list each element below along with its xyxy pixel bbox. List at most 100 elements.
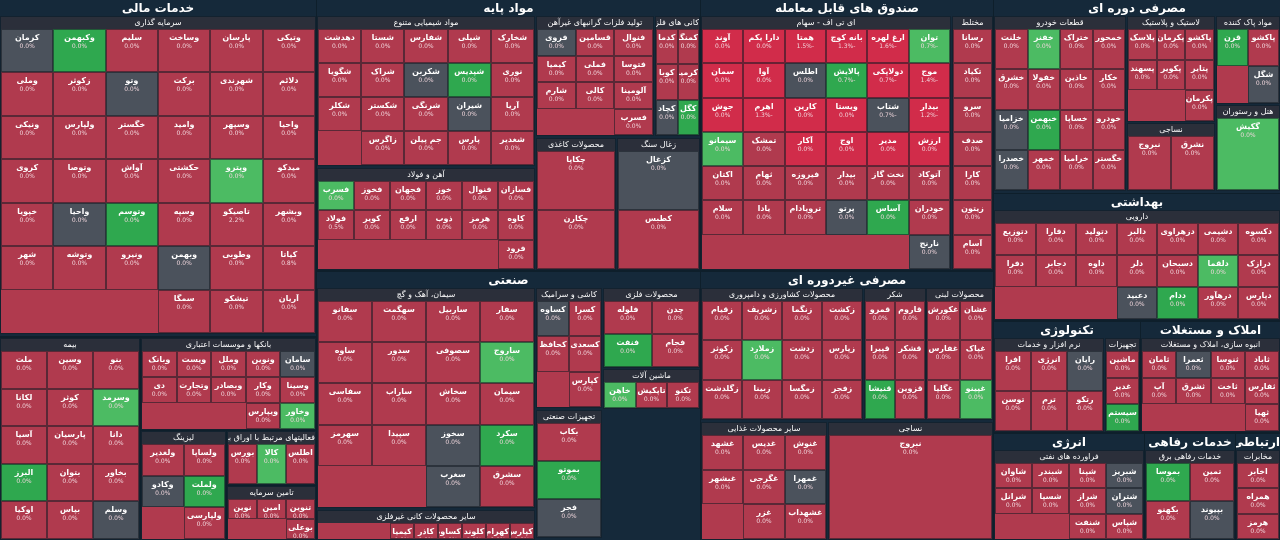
stock-tile[interactable]: کویر 0.0% [354,210,390,240]
stock-tile[interactable]: ددام 0.0% [1157,287,1198,319]
stock-tile[interactable]: وملی 0.0% [1,72,54,116]
stock-tile[interactable]: چدن 0.0% [651,301,699,334]
stock-tile[interactable]: سلیم 0.0% [105,29,158,73]
stock-tile[interactable]: شسپا 0.0% [1032,488,1069,514]
stock-tile[interactable]: غشهداب 0.0% [784,504,826,539]
stock-tile[interactable]: ساراب 0.0% [372,383,426,425]
stock-tile[interactable]: اوکیا 0.0% [1,501,47,539]
stock-tile[interactable]: پارسیان 0.0% [47,426,93,464]
stock-tile[interactable]: زمگسا 0.0% [782,379,822,419]
stock-tile[interactable]: تنوین 0.0% [286,499,315,519]
stock-tile[interactable]: آساس 0.0% [867,200,909,235]
stock-tile[interactable]: غپاک 0.0% [959,340,992,380]
stock-tile[interactable]: دعبید 0.0% [1116,287,1158,319]
stock-tile[interactable]: ویستا 0.0% [826,97,868,132]
stock-tile[interactable]: پرتو 0.0% [826,200,868,235]
stock-tile[interactable]: فنفت 0.0% [604,334,652,367]
stock-tile[interactable]: شگل 0.0% [1248,66,1279,103]
stock-tile[interactable]: سهگمت 0.0% [372,301,426,343]
stock-tile[interactable]: کطبس 0.0% [618,210,699,269]
stock-tile[interactable]: ولملت 0.0% [183,475,225,508]
stock-tile[interactable]: تمشک 0.0% [743,131,785,167]
stock-tile[interactable]: وکبهمن 0.0% [53,29,106,73]
stock-tile[interactable]: شستا 0.0% [361,29,405,63]
stock-tile[interactable]: دولاپکی -0.7% [867,63,909,98]
stock-tile[interactable]: بپیوند 0.0% [1190,501,1234,539]
stock-tile[interactable]: تمین 0.0% [1190,463,1234,501]
stock-tile[interactable]: کاذر0.0% [414,523,438,539]
stock-tile[interactable]: دکسوه 0.0% [1238,223,1279,255]
stock-tile[interactable]: درهآور 0.0% [1197,287,1239,319]
stock-tile[interactable]: شارم 0.0% [537,82,576,109]
stock-tile[interactable]: قشکر 0.0% [895,340,925,380]
stock-tile[interactable]: نوین 0.0% [228,499,257,519]
stock-tile[interactable]: خصدرا 0.0% [995,149,1028,190]
stock-tile[interactable]: بوعلی 0.0% [286,519,315,539]
stock-tile[interactable]: ارغ لهره -1.6% [867,29,909,64]
stock-tile[interactable]: زدشت 0.0% [782,340,822,380]
stock-tile[interactable]: بورس 0.0% [228,444,257,484]
stock-tile[interactable]: زکوثر 0.0% [702,340,742,380]
stock-tile[interactable]: دهدشت 0.0% [318,29,362,63]
stock-tile[interactable]: اطلس 0.0% [286,444,315,484]
stock-tile[interactable]: دی 0.0% [142,377,177,403]
stock-tile[interactable]: خاذین 0.0% [1060,69,1093,110]
stock-tile[interactable]: آوند 0.0% [702,29,744,64]
stock-tile[interactable]: دفرا 0.0% [995,255,1036,287]
stock-tile[interactable]: داوه 0.0% [1076,255,1117,287]
stock-tile[interactable]: کالی 0.0% [575,82,615,109]
stock-tile[interactable]: افرا 0.0% [995,351,1031,391]
stock-tile[interactable]: فرود 0.0% [498,239,534,269]
stock-tile[interactable]: کاوه 0.0% [498,210,534,240]
stock-tile[interactable]: دانا 0.0% [93,426,139,464]
stock-tile[interactable]: فسرب 0.0% [318,181,354,211]
stock-tile[interactable]: قپیرا 0.0% [865,340,895,380]
stock-tile[interactable]: همراه 0.0% [1237,488,1279,514]
stock-tile[interactable]: ارزش 0.0% [908,131,950,167]
stock-tile[interactable]: شراز 0.0% [1069,488,1106,514]
stock-tile[interactable]: سخاش 0.0% [426,383,480,425]
stock-tile[interactable]: فنوال 0.0% [462,181,498,211]
stock-tile[interactable]: زفجر 0.0% [822,379,862,419]
stock-tile[interactable]: غشهد 0.0% [702,435,744,470]
stock-tile[interactable]: خرامیا 0.0% [1060,149,1093,190]
stock-tile[interactable]: سصوفی 0.0% [426,342,480,384]
stock-tile[interactable]: تروپادام 0.0% [784,200,826,235]
stock-tile[interactable]: فولاد 0.5% [318,210,354,240]
stock-tile[interactable]: شفارس 0.0% [404,29,448,63]
stock-tile[interactable]: اخابر 0.0% [1237,463,1279,489]
stock-tile[interactable]: ثهام 0.0% [743,166,785,201]
stock-tile[interactable]: سیمان 0.0% [480,383,534,425]
stock-tile[interactable]: دلائم 0.0% [262,72,315,116]
stock-tile[interactable]: خزامیا 0.0% [995,109,1028,150]
stock-tile[interactable]: ساروج 0.0% [480,342,534,384]
stock-tile[interactable]: شخارک 0.0% [490,29,534,63]
stock-tile[interactable]: غدیس 0.0% [743,435,785,470]
stock-tile[interactable]: شکلر 0.0% [318,97,362,131]
stock-tile[interactable]: موج -1.4% [908,63,950,98]
stock-tile[interactable]: زقیام 0.0% [702,301,742,341]
stock-tile[interactable]: ویست 0.0% [176,351,212,377]
stock-tile[interactable]: ثنوسا 0.0% [1210,351,1245,378]
stock-tile[interactable]: نشرق 0.0% [1171,136,1214,190]
stock-tile[interactable]: رسانا 0.0% [953,29,992,64]
stock-tile[interactable]: تاپکیش 0.0% [635,382,668,408]
stock-tile[interactable]: زنگما 0.0% [782,301,822,341]
stock-tile[interactable]: وسرمد 0.0% [93,388,139,427]
stock-tile[interactable]: زملارد 0.0% [742,340,782,380]
stock-tile[interactable]: لکانا 0.0% [1,388,47,427]
stock-tile[interactable]: کرمیت0.0% [677,64,699,100]
stock-tile[interactable]: ونیکی 0.0% [1,115,54,160]
stock-tile[interactable]: ثاخت 0.0% [1210,377,1245,405]
stock-tile[interactable]: زاگرس 0.0% [361,131,405,165]
stock-tile[interactable]: بپاس 0.0% [47,501,93,539]
stock-tile[interactable]: بیدار 0.0% [826,166,868,201]
stock-tile[interactable]: غگلپا 0.0% [927,379,960,419]
stock-tile[interactable]: ونیرو 0.0% [105,246,158,290]
stock-tile[interactable]: امین 0.0% [257,499,286,519]
stock-tile[interactable]: خگستر 0.0% [105,115,158,160]
stock-tile[interactable]: چکارن 0.0% [537,210,615,269]
